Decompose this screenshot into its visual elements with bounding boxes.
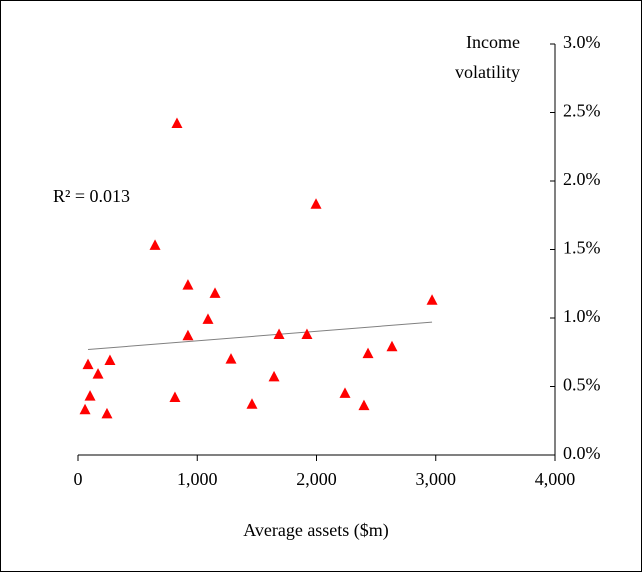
point	[182, 329, 194, 341]
y-tick-label: 1.0%	[563, 306, 601, 326]
point	[104, 354, 116, 365]
point	[92, 368, 104, 379]
x-tick-label: 3,000	[416, 469, 457, 489]
point	[171, 117, 183, 128]
point	[273, 328, 285, 339]
point	[310, 198, 322, 209]
point	[101, 407, 113, 419]
point	[79, 403, 91, 415]
y-tick-label: 1.5%	[563, 238, 601, 258]
y-tick-label: 3.0%	[563, 32, 601, 52]
y-tick-label: 2.5%	[563, 101, 601, 121]
y-tick-label: 2.0%	[563, 169, 601, 189]
point	[386, 340, 398, 352]
x-tick-label: 1,000	[177, 469, 218, 489]
point	[202, 313, 214, 324]
point	[225, 353, 237, 364]
x-tick-label: 0	[74, 469, 83, 489]
point	[149, 239, 161, 250]
point	[169, 391, 181, 402]
y-axis-title: Income	[466, 32, 520, 52]
point	[426, 294, 438, 305]
x-tick-label: 2,000	[296, 469, 337, 489]
point	[182, 279, 194, 290]
y-axis-title: volatility	[455, 62, 520, 82]
x-tick-label: 4,000	[535, 469, 576, 489]
point	[209, 287, 221, 298]
point	[246, 398, 258, 409]
point	[301, 328, 313, 339]
trendline	[87, 321, 433, 351]
point	[268, 370, 280, 382]
y-tick-label: 0.0%	[563, 443, 601, 463]
point	[358, 399, 370, 411]
y-tick-label: 0.5%	[563, 375, 601, 395]
point	[84, 390, 96, 401]
x-axis-title: Average assets ($m)	[243, 520, 389, 541]
point	[82, 358, 94, 370]
point	[362, 347, 374, 359]
annotation: R² = 0.013	[53, 186, 130, 206]
point	[339, 387, 351, 398]
